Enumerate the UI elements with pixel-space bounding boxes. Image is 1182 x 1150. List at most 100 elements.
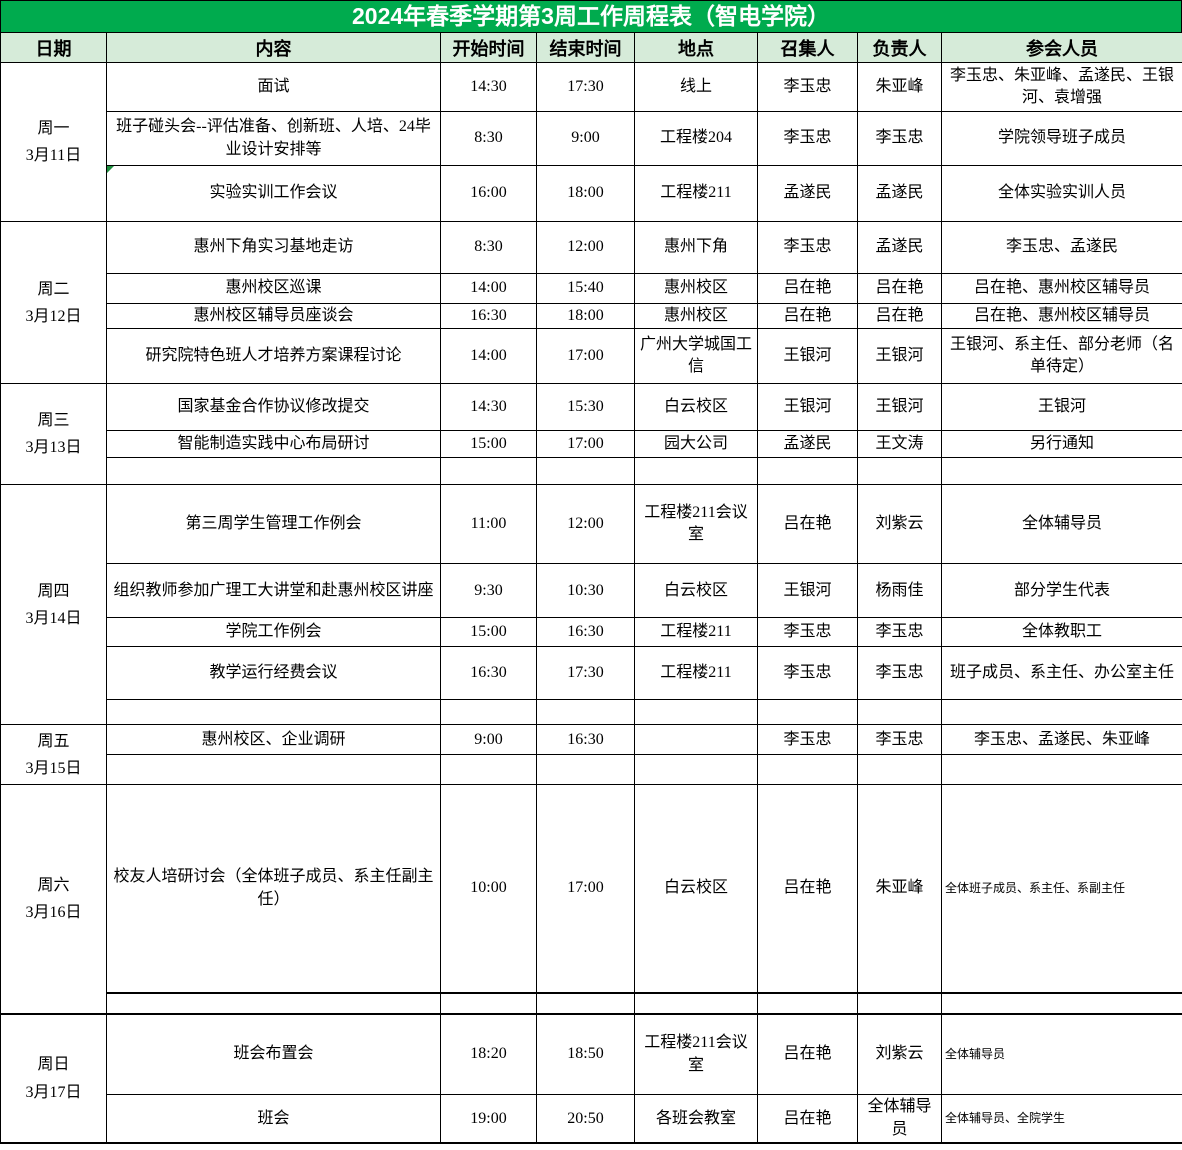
location-cell: 惠州校区 bbox=[634, 302, 758, 330]
event-content-cell: 惠州校区辅导员座谈会 bbox=[106, 302, 441, 330]
table-row bbox=[1, 991, 1182, 1015]
lead-cell: 孟遂民 bbox=[857, 165, 942, 222]
table-row: 惠州校区辅导员座谈会 16:30 18:00 惠州校区 吕在艳 吕在艳 吕在艳、惠州校区辅导… bbox=[1, 302, 1182, 330]
header-cell-content: 内容 bbox=[106, 32, 441, 63]
convener-cell: 孟遂民 bbox=[757, 430, 858, 459]
table-row: 周一 3月11日 面试 14:30 17:30 线上 李玉忠 朱亚峰 李玉忠、朱亚峰、孟遂民、王… bbox=[0, 62, 1182, 222]
participants-cell: 王银河 bbox=[941, 383, 1182, 432]
start-time-cell bbox=[440, 457, 537, 486]
date-label: 3月11日 bbox=[25, 147, 82, 164]
event-content-cell: 面试 bbox=[106, 62, 441, 112]
page-title: 2024年春季学期第3周工作周程表（智电学院） bbox=[0, 0, 1182, 32]
event-content-cell: 教学运行经费会议 bbox=[106, 646, 441, 701]
table-row: 周日 3月17日 班会布置会 18:20 18:50 工程楼211会议室 吕在艳 刘紫云 全体辅… bbox=[0, 1012, 1182, 1144]
day-cell: 周六 3月16日 bbox=[0, 784, 107, 1015]
convener-cell: 吕在艳 bbox=[757, 273, 858, 304]
end-time-cell: 10:30 bbox=[536, 563, 635, 619]
end-time-cell: 18:50 bbox=[536, 1012, 635, 1096]
location-cell: 惠州下角 bbox=[634, 221, 758, 274]
table-row: 周二 3月12日 惠州下角实习基地走访 8:30 12:00 惠州下角 李玉忠 孟遂民 李玉忠、… bbox=[0, 220, 1182, 385]
day-cell: 周二 3月12日 bbox=[0, 220, 107, 385]
participants-cell: 部分学生代表 bbox=[941, 563, 1182, 619]
convener-cell bbox=[757, 699, 858, 726]
header-row: 日期 内容 开始时间 结束时间 地点 召集人 负责人 参会人员 bbox=[0, 32, 1182, 63]
table-row: 组织教师参加广理工大讲堂和赴惠州校区讲座 9:30 10:30 白云校区 王银河 杨雨佳部… bbox=[1, 563, 1182, 619]
start-time-cell: 11:00 bbox=[440, 484, 537, 565]
end-time-cell: 16:30 bbox=[536, 617, 635, 648]
date-label: 3月15日 bbox=[25, 759, 82, 777]
lead-cell: 李玉忠 bbox=[857, 646, 942, 701]
event-content-cell: 班会 bbox=[106, 1094, 441, 1144]
lead-cell bbox=[857, 457, 942, 486]
weekday-label: 周一 bbox=[37, 119, 70, 137]
lead-cell: 刘紫云 bbox=[857, 484, 942, 565]
weekday-label: 周日 bbox=[37, 1056, 70, 1074]
start-time-cell: 15:00 bbox=[440, 617, 537, 648]
convener-cell bbox=[757, 991, 858, 1015]
end-time-cell: 16:30 bbox=[536, 724, 635, 756]
header-cell-convener: 召集人 bbox=[757, 32, 858, 63]
day-cell: 周四 3月14日 bbox=[0, 484, 107, 726]
day-cell: 周五 3月15日 bbox=[0, 724, 107, 786]
lead-cell: 王银河 bbox=[857, 328, 942, 385]
end-time-cell: 17:00 bbox=[536, 784, 635, 994]
start-time-cell: 15:00 bbox=[440, 430, 537, 459]
convener-cell: 孟遂民 bbox=[757, 165, 858, 222]
schedule-table: 日期 内容 开始时间 结束时间 地点 召集人 负责人 参会人员 周一 3月11日 面… bbox=[0, 32, 1182, 1145]
table-row: 周四 3月14日 第三周学生管理工作例会 11:00 12:00 工程楼211会议室 吕在艳… bbox=[0, 484, 1182, 726]
participants-cell bbox=[941, 457, 1182, 486]
participants-cell: 王银河、系主任、部分老师（名单待定） bbox=[941, 328, 1182, 385]
lead-cell: 王银河 bbox=[857, 383, 942, 432]
location-cell: 各班会教室 bbox=[634, 1094, 758, 1144]
header-cell-location: 地点 bbox=[634, 32, 758, 63]
participants-cell bbox=[941, 699, 1182, 726]
start-time-cell: 9:00 bbox=[440, 724, 537, 756]
convener-cell: 李玉忠 bbox=[757, 62, 858, 112]
location-cell: 广州大学城国工信 bbox=[634, 328, 758, 385]
participants-cell: 吕在艳、惠州校区辅导员 bbox=[941, 273, 1182, 304]
table-row bbox=[1, 699, 1182, 726]
end-time-cell bbox=[536, 457, 635, 486]
weekday-label: 周六 bbox=[37, 876, 70, 894]
participants-cell: 李玉忠、孟遂民、朱亚峰 bbox=[941, 724, 1182, 756]
table-row: 实验实训工作会议 16:00 18:00 工程楼211 孟遂民 孟遂民 全体实验实训人员 bbox=[1, 165, 1182, 222]
table-row: 周六 3月16日 校友人培研讨会（全体班子成员、系主任副主任） 10:00 17:00 白… bbox=[0, 784, 1182, 1015]
participants-cell: 学院领导班子成员 bbox=[941, 111, 1182, 166]
lead-cell: 全体辅导员 bbox=[857, 1094, 942, 1144]
event-content-cell: 组织教师参加广理工大讲堂和赴惠州校区讲座 bbox=[106, 563, 441, 619]
start-time-cell: 16:30 bbox=[440, 302, 537, 330]
header-cell-end-time: 结束时间 bbox=[536, 32, 635, 63]
date-label: 3月13日 bbox=[25, 439, 82, 457]
convener-cell: 吕在艳 bbox=[757, 784, 858, 994]
start-time-cell: 10:00 bbox=[440, 784, 537, 994]
start-time-cell: 18:20 bbox=[440, 1012, 537, 1096]
convener-cell bbox=[757, 754, 858, 786]
participants-cell: 全体教职工 bbox=[941, 617, 1182, 648]
lead-cell: 朱亚峰 bbox=[857, 784, 942, 994]
convener-cell: 李玉忠 bbox=[757, 221, 858, 274]
location-cell bbox=[634, 724, 758, 756]
start-time-cell: 8:30 bbox=[440, 221, 537, 274]
location-cell bbox=[634, 991, 758, 1015]
participants-cell: 全体辅导员 bbox=[941, 484, 1182, 565]
start-time-cell: 14:30 bbox=[440, 62, 537, 112]
end-time-cell: 17:00 bbox=[536, 430, 635, 459]
lead-cell: 吕在艳 bbox=[857, 302, 942, 330]
lead-cell: 孟遂民 bbox=[857, 221, 942, 274]
convener-cell: 李玉忠 bbox=[757, 724, 858, 756]
lead-cell: 李玉忠 bbox=[857, 111, 942, 166]
end-time-cell bbox=[536, 699, 635, 726]
lead-cell: 刘紫云 bbox=[857, 1012, 942, 1096]
participants-cell: 全体实验实训人员 bbox=[941, 165, 1182, 222]
header-cell-lead: 负责人 bbox=[857, 32, 942, 63]
participants-cell: 全体辅导员 bbox=[941, 1012, 1182, 1096]
lead-cell: 李玉忠 bbox=[857, 724, 942, 756]
lead-cell: 李玉忠 bbox=[857, 617, 942, 648]
start-time-cell bbox=[440, 754, 537, 786]
event-content-cell: 智能制造实践中心布局研讨 bbox=[106, 430, 441, 459]
location-cell: 工程楼211 bbox=[634, 646, 758, 701]
lead-cell: 杨雨佳 bbox=[857, 563, 942, 619]
start-time-cell: 19:00 bbox=[440, 1094, 537, 1144]
convener-cell: 王银河 bbox=[757, 563, 858, 619]
